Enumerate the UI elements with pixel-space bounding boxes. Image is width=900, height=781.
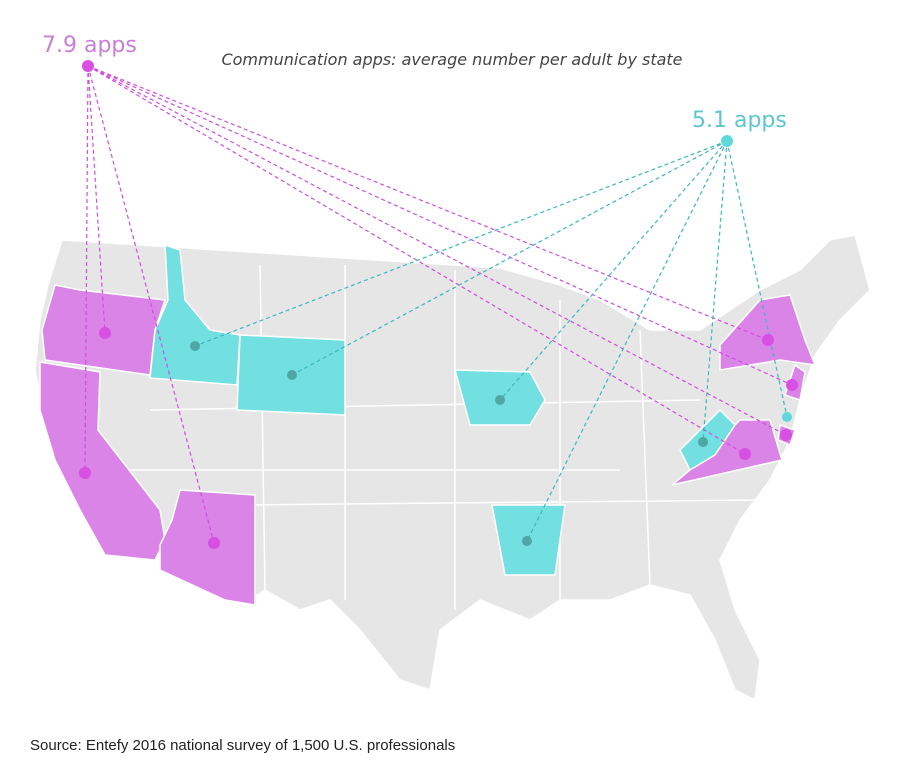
- cyan-dots: [190, 135, 792, 546]
- pink-states: [39, 284, 817, 606]
- pink-connectors: [84, 65, 793, 544]
- pink-dots: [79, 60, 798, 549]
- title: Communication apps: average number per a…: [221, 50, 682, 69]
- high-label: 7.9 apps: [42, 33, 137, 58]
- cyan-connectors: [194, 140, 788, 542]
- source: Source: Entefy 2016 national survey of 1…: [30, 737, 455, 754]
- state-borders: [100, 264, 761, 610]
- low-label: 5.1 apps: [692, 108, 787, 133]
